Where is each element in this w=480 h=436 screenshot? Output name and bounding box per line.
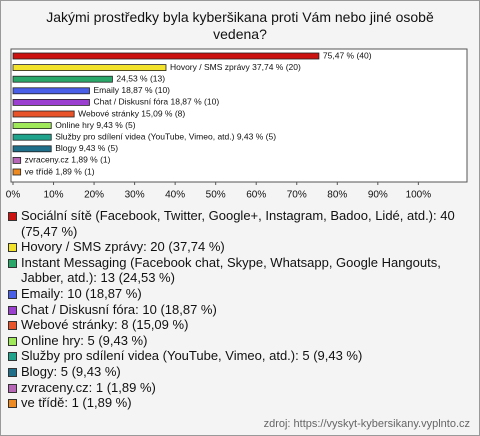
legend-swatch [8,383,17,393]
legend-item: Hovory / SMS zprávy: 20 (37,74 %) [7,239,473,255]
x-tick-label: 70% [287,190,307,201]
x-tick-label: 90% [368,190,388,201]
legend-label: Webové stránky: 8 (15,09 %) [21,317,189,333]
legend-label: zvraceny.cz: 1 (1,89 %) [21,379,156,395]
legend-swatch [8,336,17,346]
x-tick-label: 50% [206,190,226,201]
legend-item: Chat / Diskusní fóra: 10 (18,87 %) [7,302,473,318]
legend-swatch [8,399,17,409]
legend-swatch [8,212,17,221]
legend-swatch [8,367,17,377]
legend-swatch [8,258,17,268]
data-label: Emaily 18,87 % (10) [93,85,170,95]
legend-swatch [8,321,17,331]
plot-area [10,48,468,183]
data-label: 75,47 % (40) [323,50,372,60]
x-tick-label: 40% [165,190,185,201]
legend-label: Instant Messaging (Facebook chat, Skype,… [21,254,441,286]
bar [12,156,22,164]
bar [12,110,75,118]
bar [12,64,167,71]
legend-item: zvraceny.cz: 1 (1,89 %) [7,380,473,396]
data-label: Online hry 9,43 % (5) [55,120,135,130]
data-label: ve třídě 1,89 % (1) [25,166,95,176]
bar [12,87,90,95]
legend-item: ve třídě: 1 (1,89 %) [7,395,473,411]
data-label: Webové stránky 15,09 % (8) [78,108,185,118]
data-label: zvraceny.cz 1,89 % (1) [25,155,111,165]
legend-label: Sociální sítě (Facebook, Twitter, Google… [21,208,455,239]
data-label: 24,53 % (13) [116,73,165,83]
x-tick-label: 10% [44,190,64,201]
x-tick-label: 0% [6,190,21,201]
bar [12,52,320,60]
legend: Sociální sítě (Facebook, Twitter, Google… [7,208,473,411]
x-tick-label: 20% [84,190,104,201]
x-tick-label: 30% [125,190,145,201]
source: zdroj: https://vyskyt-kybersikany.vyplnt… [263,418,470,430]
data-label: Služby pro sdílení videa (YouTube, Vimeo… [55,131,276,141]
bar [12,133,52,141]
legend-label: ve třídě: 1 (1,89 %) [21,395,132,411]
legend-item: Sociální sítě (Facebook, Twitter, Google… [7,208,473,239]
x-tick-label: 100% [406,190,432,201]
legend-item: Blogy: 5 (9,43 %) [7,364,473,380]
data-label: Blogy 9,43 % (5) [55,143,118,153]
data-label: Hovory / SMS zprávy 37,74 % (20) [170,62,301,72]
legend-swatch [8,289,17,299]
x-tick-label: 60% [246,190,266,201]
bar [12,145,52,153]
legend-swatch [8,305,17,315]
legend-label: Online hry: 5 (9,43 %) [21,332,148,348]
legend-label: Blogy: 5 (9,43 %) [21,363,121,379]
data-label: Chat / Diskusní fóra 18,87 % (10) [93,97,219,107]
legend-label: Hovory / SMS zprávy: 20 (37,74 %) [21,239,225,255]
legend-swatch [8,243,17,253]
legend-label: Emaily: 10 (18,87 %) [21,285,142,301]
bar [12,75,113,83]
bar [12,122,52,129]
legend-swatch [8,352,17,362]
bar [12,168,22,176]
legend-item: Online hry: 5 (9,43 %) [7,333,473,349]
legend-label: Chat / Diskusní fóra: 10 (18,87 %) [21,301,217,317]
legend-label: Služby pro sdílení videa (YouTube, Vimeo… [21,348,363,364]
legend-item: Instant Messaging (Facebook chat, Skype,… [7,255,473,286]
chart-title: Jakými prostředky byla kyberšikana proti… [46,9,434,42]
x-tick-label: 80% [327,190,347,201]
bar [12,99,90,106]
legend-item: Služby pro sdílení videa (YouTube, Vimeo… [7,348,473,364]
legend-item: Emaily: 10 (18,87 %) [7,286,473,302]
legend-item: Webové stránky: 8 (15,09 %) [7,317,473,333]
